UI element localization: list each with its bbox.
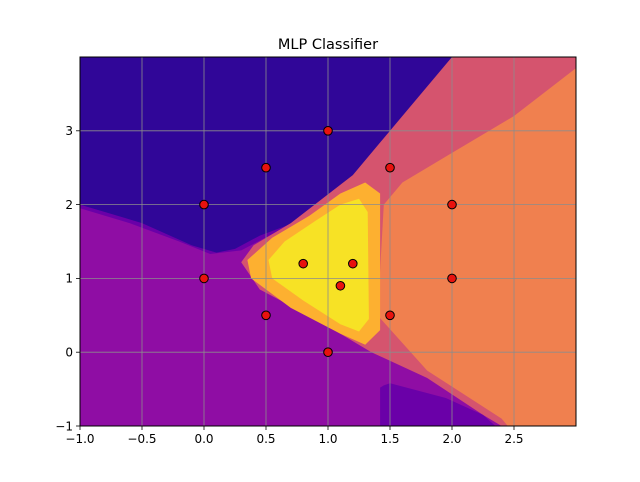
x-tick-label: 1.5 xyxy=(380,432,399,446)
data-point xyxy=(348,258,358,269)
y-tick-label: 2 xyxy=(65,198,73,212)
y-tick-label: 1 xyxy=(65,272,73,286)
x-tick-label: 0.0 xyxy=(194,432,213,446)
x-tick-label: 0.5 xyxy=(256,432,275,446)
x-tick-label: −1.0 xyxy=(65,432,94,446)
data-point xyxy=(199,273,209,284)
data-point xyxy=(385,162,395,173)
chart-title: MLP Classifier xyxy=(278,37,378,53)
data-point xyxy=(261,310,271,321)
region-purple-lower xyxy=(380,383,496,426)
y-tick-label: −1 xyxy=(55,419,73,433)
data-point xyxy=(261,162,271,173)
y-tick-label: 3 xyxy=(65,124,73,138)
x-tick-label: 2.0 xyxy=(442,432,461,446)
y-tick-label: 0 xyxy=(65,346,73,360)
data-point xyxy=(298,258,309,269)
region-dark-blue xyxy=(80,57,459,253)
data-points xyxy=(199,126,457,358)
region-yellow xyxy=(268,198,369,332)
y-axis-ticks: −1 0 1 2 3 xyxy=(55,124,80,433)
x-tick-label: 1.0 xyxy=(318,432,337,446)
data-point xyxy=(385,310,395,321)
x-axis-ticks: −1.0 −0.5 0.0 0.5 1.0 1.5 2.0 2.5 xyxy=(65,426,524,446)
x-tick-label: −0.5 xyxy=(127,432,156,446)
region-orange xyxy=(377,68,576,426)
data-point xyxy=(335,280,346,291)
x-tick-label: 2.5 xyxy=(504,432,523,446)
data-point xyxy=(447,199,457,210)
data-point xyxy=(323,126,333,136)
data-point xyxy=(199,199,209,210)
data-point xyxy=(323,347,333,358)
data-point xyxy=(447,273,457,284)
